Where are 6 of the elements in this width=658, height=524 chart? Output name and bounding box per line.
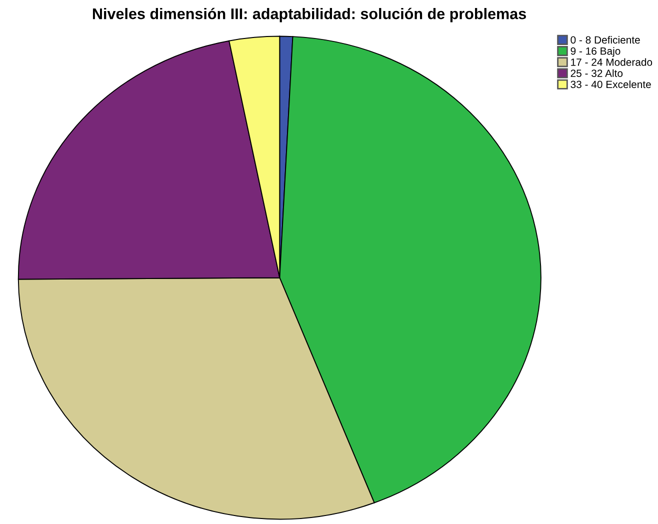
legend-label: 9 - 16 Bajo — [570, 47, 620, 57]
chart-title: Niveles dimensión III: adaptabilidad: solución de problemas — [92, 8, 526, 22]
legend-label: 0 - 8 Deficiente — [570, 36, 640, 44]
legend-label: 25 - 32 Alto — [570, 69, 623, 77]
legend-label: 17 - 24 Moderado — [571, 58, 652, 66]
legend-label: 33 - 40 Excelente — [570, 80, 651, 88]
